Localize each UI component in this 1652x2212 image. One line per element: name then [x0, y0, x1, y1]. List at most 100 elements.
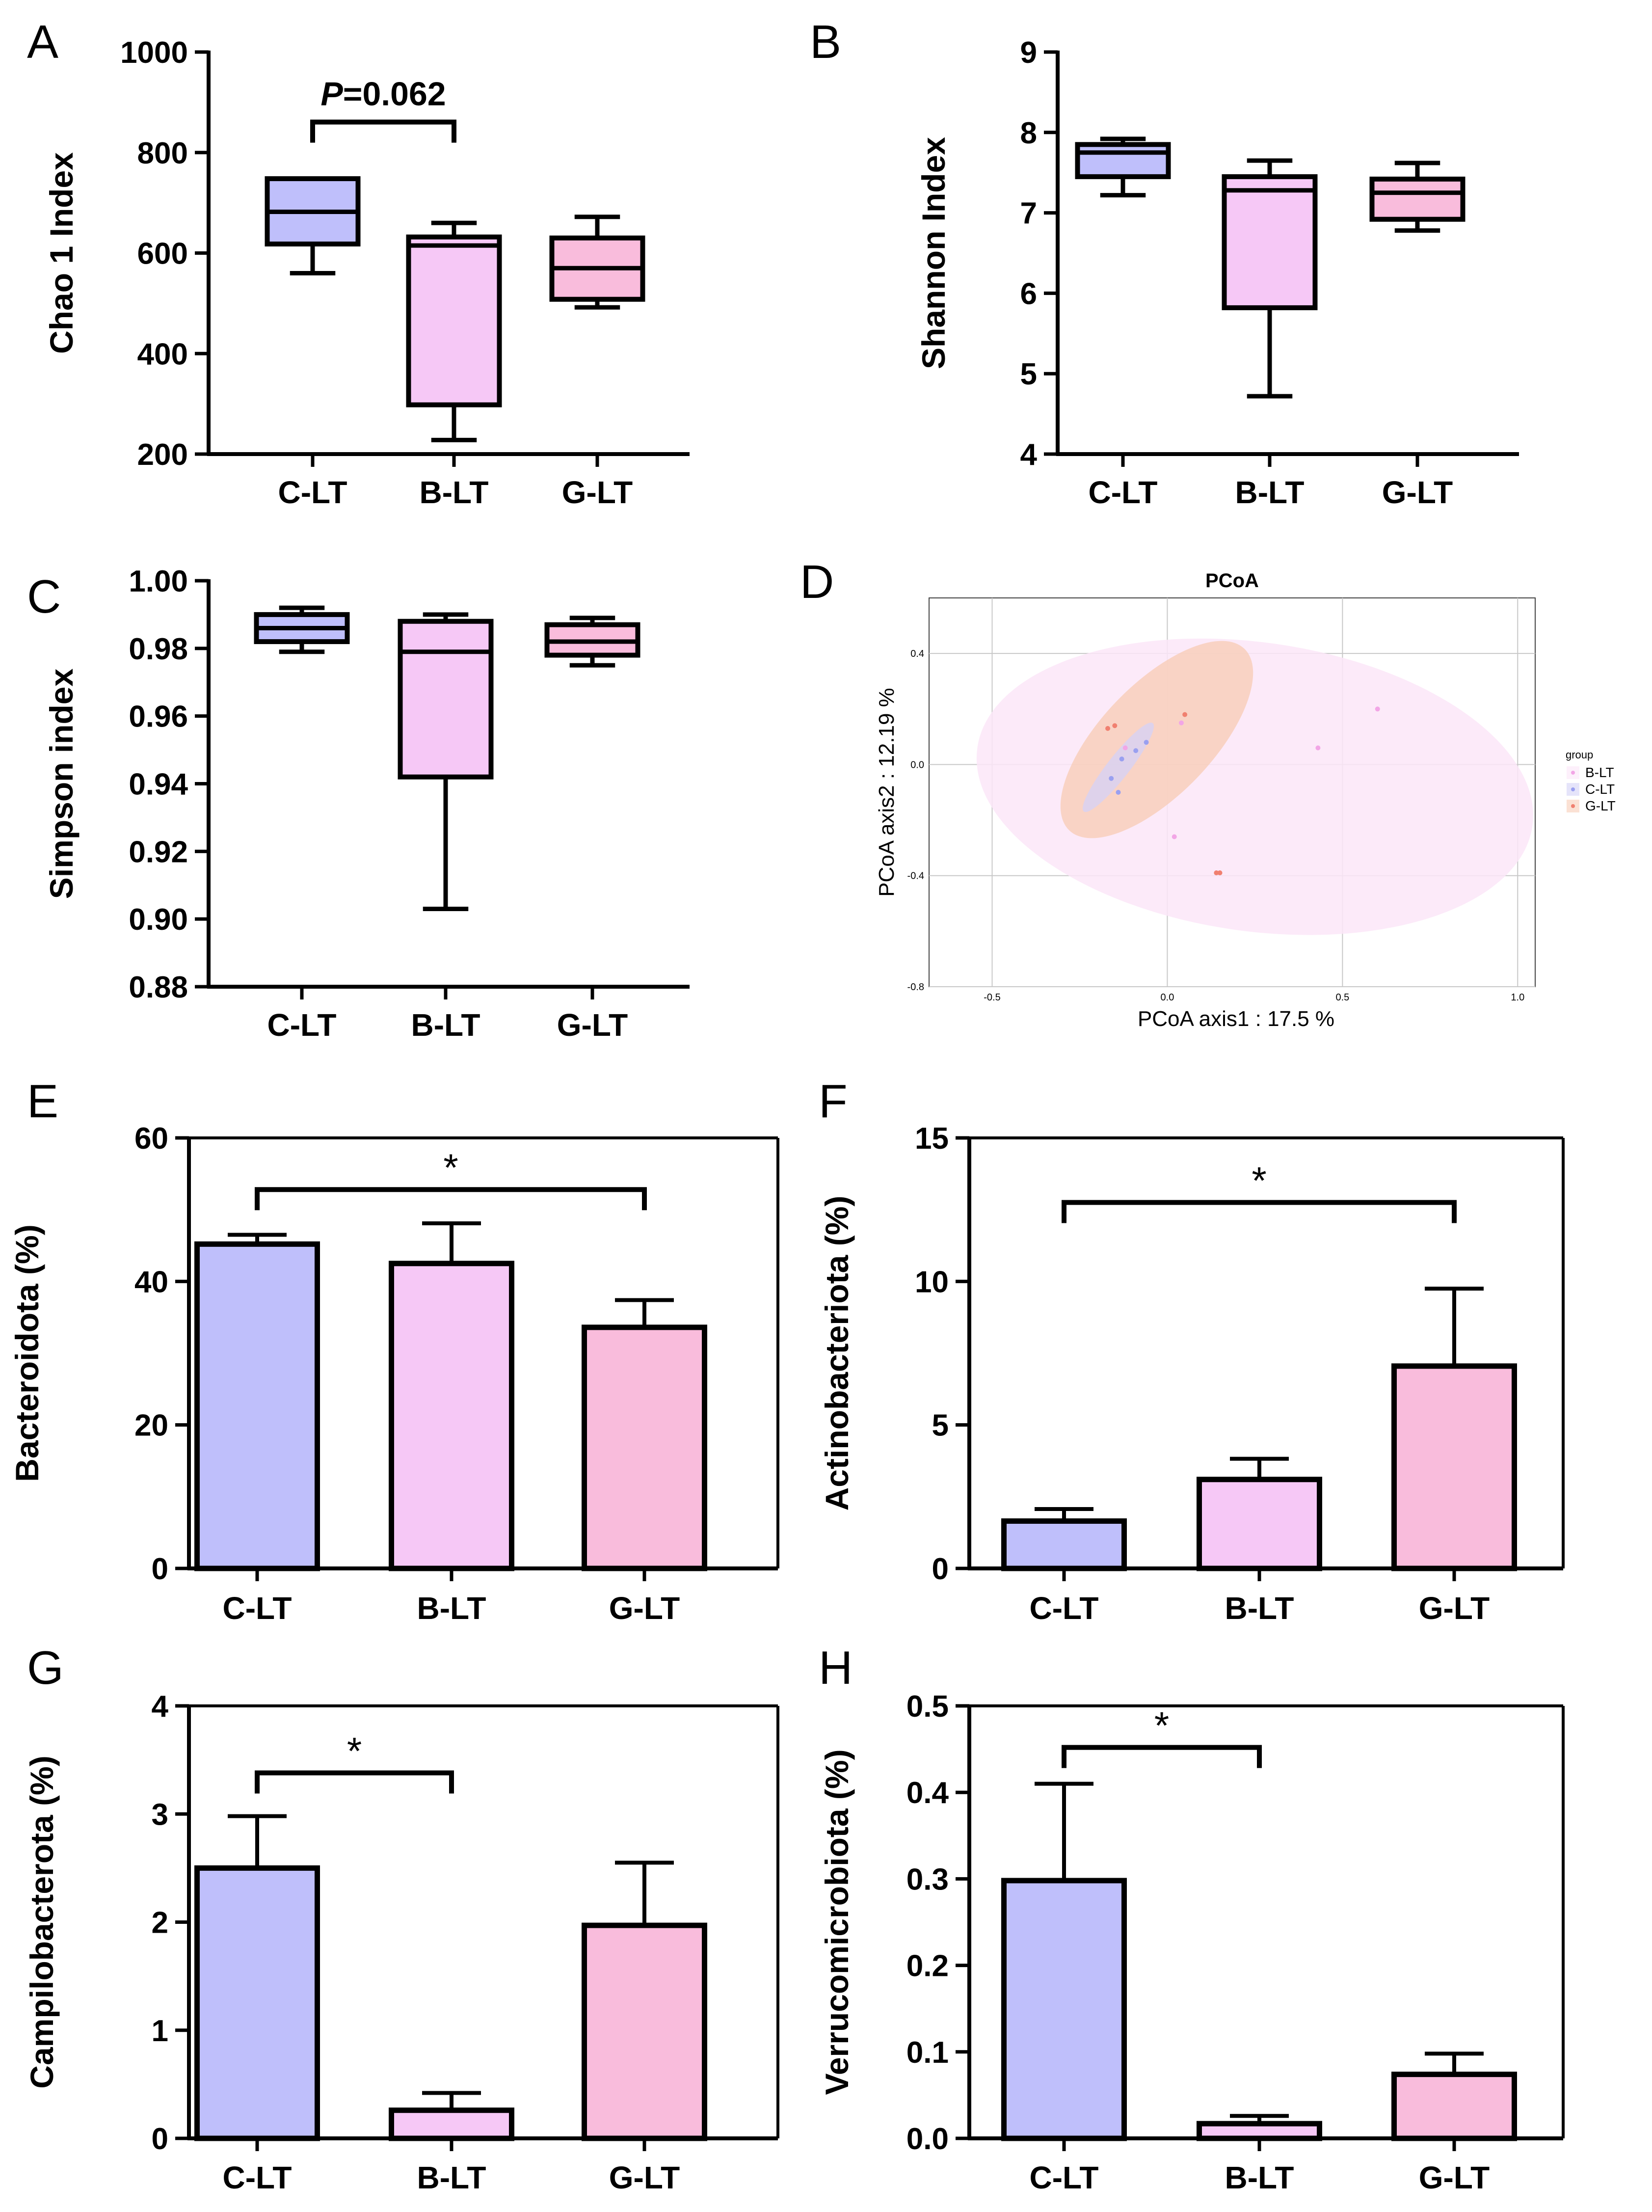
- panel-d-pcoa: D -0.5 0.0 0.5 1.0 -0.8 -0.4 0.0 0.4 PCoA PCoA ax…: [800, 556, 1616, 1031]
- pcoa-legend: group B-LT C-LTG-LT: [1566, 749, 1616, 813]
- y-tick-label: 10: [915, 1265, 949, 1299]
- bar-g-lt: [582, 1298, 707, 1571]
- x-category-label: B-LT: [1235, 475, 1305, 510]
- pcoa-x-tick-label: 0.0: [1161, 992, 1174, 1003]
- y-tick-label: 3: [152, 1798, 168, 1832]
- y-tick-label: 15: [915, 1122, 949, 1156]
- y-tick-label: 5: [1020, 357, 1037, 391]
- panel-letter-d: D: [800, 556, 834, 608]
- y-tick-label: 0: [152, 2122, 168, 2156]
- x-category-label: C-LT: [1030, 1591, 1099, 1626]
- bar-rect: [1001, 1518, 1127, 1571]
- bar-rect: [194, 1241, 320, 1571]
- sample-point-b-lt: [1178, 720, 1184, 726]
- y-tick-label: 1000: [120, 36, 188, 70]
- sample-point-b-lt: [1122, 745, 1128, 751]
- bar-rect: [582, 1922, 707, 2141]
- x-category-label: B-LT: [417, 1591, 486, 1626]
- box-g-lt: [1369, 161, 1465, 233]
- y-tick-label: 0.2: [906, 1949, 949, 1983]
- box-b-lt: [406, 220, 502, 442]
- x-category-label: B-LT: [1225, 2160, 1294, 2195]
- box-c-lt: [254, 605, 350, 654]
- iqr-box: [1075, 142, 1171, 179]
- significance-star: *: [1252, 1159, 1266, 1202]
- sample-point-g-lt: [1105, 726, 1111, 731]
- sample-point-b-lt: [1172, 834, 1177, 839]
- significance-bracket: [1062, 1745, 1262, 1768]
- bar-c-lt: [1001, 1507, 1127, 1571]
- sample-point-g-lt: [1112, 723, 1118, 728]
- y-tick-label: 0.88: [129, 971, 188, 1004]
- bar-rect: [582, 1324, 707, 1571]
- x-category-label: G-LT: [562, 475, 633, 510]
- sample-point-c-lt: [1116, 790, 1121, 795]
- panel-b-shannon: B 4 5 6 7 8 9 C-LT B-LT G-LT Shannon Index: [810, 16, 1519, 510]
- panel-letter-b: B: [810, 16, 841, 68]
- legend-label-c-lt: C-LT: [1585, 782, 1615, 797]
- pcoa-x-tick-label: 1.0: [1511, 992, 1524, 1003]
- y-tick-label: 0.0: [906, 2122, 949, 2156]
- pcoa-x-axis-title: PCoA axis1 : 17.5 %: [1138, 1007, 1334, 1031]
- x-category-label: G-LT: [557, 1007, 628, 1043]
- bar-rect: [1001, 1878, 1127, 2141]
- y-tick-label: 0.92: [129, 835, 188, 869]
- pcoa-y-axis-title: PCoA axis2 : 12.19 %: [875, 688, 899, 897]
- y-tick-label: 0: [152, 1552, 168, 1586]
- box-b-lt: [398, 612, 494, 911]
- y-tick-label: 800: [137, 136, 188, 170]
- y-tick-label: 600: [137, 237, 188, 271]
- y-tick-label: 4: [152, 1690, 169, 1724]
- y-tick-label: 20: [134, 1409, 168, 1443]
- y-axis-title: Actinobacteriota (%): [819, 1196, 855, 1511]
- y-tick-label: 7: [1020, 197, 1037, 231]
- y-tick-label: 0.96: [129, 700, 188, 734]
- iqr-box: [406, 234, 502, 407]
- sample-point-g-lt: [1182, 712, 1188, 717]
- pcoa-y-tick-label: -0.4: [907, 871, 924, 882]
- y-tick-label: 40: [134, 1265, 168, 1299]
- y-tick-label: 200: [137, 438, 188, 472]
- sample-point-g-lt: [1214, 870, 1219, 876]
- y-tick-label: 5: [932, 1409, 949, 1443]
- panel-c-simpson: C 0.88 0.90 0.92 0.94 0.96 0.98 1.00 C-LT B-LT G-…: [27, 565, 690, 1043]
- panel-letter-g: G: [27, 1642, 64, 1694]
- panel-f-actinobacteriota: F * 0 5 10 15 C-LT B-LT G-LT Actinobacteriota (%…: [819, 1075, 1565, 1626]
- box-b-lt: [1222, 158, 1318, 399]
- box-c-lt: [1075, 136, 1171, 198]
- x-category-label: C-LT: [223, 1591, 292, 1626]
- legend-label-b-lt: B-LT: [1585, 765, 1614, 780]
- bar-g-lt: [1391, 2051, 1517, 2141]
- y-tick-label: 0.98: [129, 632, 188, 666]
- panel-e-bacteroidota: E * 0 20 40 60 C-LT B-LT G-LT Bacteroidota (%): [9, 1075, 779, 1626]
- y-tick-label: 0.1: [906, 2036, 949, 2070]
- y-tick-label: 60: [134, 1122, 168, 1156]
- significance-star: *: [347, 1729, 362, 1773]
- legend-point-c-lt: [1571, 787, 1575, 791]
- x-category-label: G-LT: [1419, 1591, 1490, 1626]
- x-category-label: B-LT: [411, 1007, 480, 1043]
- sample-point-g-lt: [1217, 870, 1223, 876]
- sample-point-b-lt: [1375, 706, 1380, 712]
- y-axis-title: Simpson index: [43, 669, 80, 899]
- y-tick-label: 1: [152, 2014, 168, 2048]
- confidence-ellipse-c-lt: [1082, 723, 1154, 812]
- box-g-lt: [549, 215, 645, 310]
- pcoa-x-tick-label: -0.5: [984, 992, 1000, 1003]
- panel-a-chao1: A P=0.062 200 400 600 800 1000 C-LT B-LT G-LT Cha…: [27, 16, 690, 510]
- y-tick-label: 0.4: [906, 1776, 949, 1810]
- pcoa-x-tick-label: 0.5: [1335, 992, 1349, 1003]
- significance-star: *: [1154, 1704, 1169, 1747]
- y-axis-title: Verrucomicrobiota (%): [819, 1749, 855, 2095]
- legend-label-g-lt: G-LT: [1585, 798, 1616, 813]
- sample-point-c-lt: [1119, 756, 1124, 762]
- bar-rect: [1391, 1363, 1517, 1571]
- x-category-label: G-LT: [609, 2160, 680, 2195]
- bar-c-lt: [194, 1233, 320, 1571]
- iqr-box: [1369, 176, 1465, 222]
- bar-b-lt: [389, 1221, 514, 1571]
- bar-rect: [1391, 2072, 1517, 2141]
- pcoa-data-layer: [976, 638, 1533, 935]
- y-tick-label: 400: [137, 337, 188, 371]
